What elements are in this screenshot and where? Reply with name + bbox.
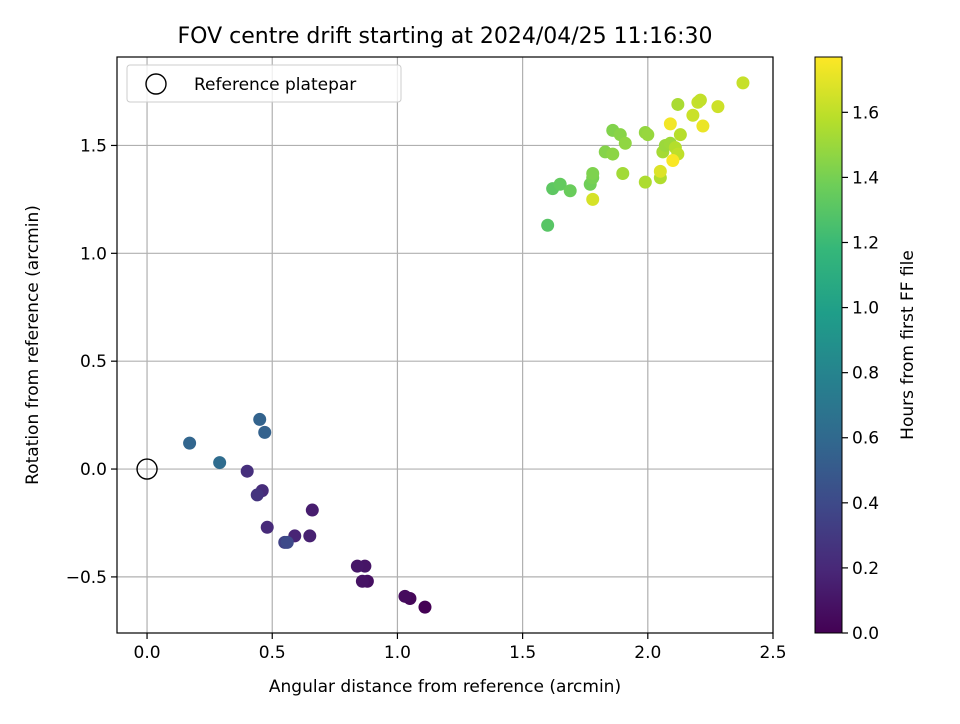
colorbar-tick-label: 0.2 xyxy=(852,559,879,579)
data-point xyxy=(418,600,432,614)
data-point xyxy=(638,175,652,189)
colorbar-tick-label: 0.4 xyxy=(852,494,879,514)
legend-box xyxy=(126,64,402,103)
y-tick-label: 1.0 xyxy=(80,244,107,264)
data-point xyxy=(673,128,687,142)
colorbar xyxy=(814,56,843,634)
data-point xyxy=(303,529,317,543)
colorbar-tick-label: 0.8 xyxy=(852,364,879,384)
colorbar-tick-label: 1.2 xyxy=(852,233,879,253)
data-point xyxy=(663,117,677,131)
colorbar-tick-label: 1.6 xyxy=(852,103,879,123)
data-point xyxy=(541,218,555,232)
data-point xyxy=(253,412,267,426)
data-point xyxy=(736,76,750,90)
x-tick-label: 2.0 xyxy=(634,643,661,663)
legend: Reference platepar xyxy=(126,64,402,103)
data-point xyxy=(606,147,620,161)
x-axis-label: Angular distance from reference (arcmin) xyxy=(269,677,621,697)
data-point xyxy=(398,589,412,603)
x-tick-label: 2.5 xyxy=(759,643,786,663)
y-tick-label: 0.0 xyxy=(80,460,107,480)
x-tick-label: 1.0 xyxy=(384,643,411,663)
colorbar-label: Hours from first FF file xyxy=(898,250,918,440)
colorbar-tick-label: 1.4 xyxy=(852,168,879,188)
x-tick-label: 1.5 xyxy=(509,643,536,663)
data-point xyxy=(305,503,319,517)
legend-open-circle-marker xyxy=(145,73,167,95)
data-point xyxy=(666,154,680,168)
y-tick-label: 0.5 xyxy=(80,352,107,372)
y-tick-label: 1.5 xyxy=(80,136,107,156)
data-point xyxy=(355,574,369,588)
data-point xyxy=(641,128,655,142)
data-point xyxy=(213,456,227,470)
legend-label: Reference platepar xyxy=(194,75,356,95)
data-point xyxy=(696,119,710,133)
x-tick-label: 0.5 xyxy=(259,643,286,663)
data-point xyxy=(693,93,707,107)
reference-platepar-marker xyxy=(136,458,158,480)
data-point xyxy=(586,166,600,180)
chart-title: FOV centre drift starting at 2024/04/25 … xyxy=(178,24,713,49)
data-point xyxy=(280,535,294,549)
colorbar-tick-label: 0.6 xyxy=(852,429,879,449)
data-point xyxy=(616,166,630,180)
y-axis-label: Rotation from reference (arcmin) xyxy=(23,205,43,485)
data-point xyxy=(553,177,567,191)
data-point xyxy=(258,425,272,439)
data-point xyxy=(563,184,577,198)
data-point xyxy=(618,136,632,150)
data-point xyxy=(671,97,685,111)
data-point xyxy=(350,559,364,573)
plot-frame xyxy=(116,56,774,634)
data-point xyxy=(250,488,264,502)
data-point xyxy=(240,464,254,478)
data-point xyxy=(260,520,274,534)
colorbar-tick-label: 1.0 xyxy=(852,299,879,319)
y-tick-label: −0.5 xyxy=(66,568,107,588)
data-point xyxy=(686,108,700,122)
data-point xyxy=(653,164,667,178)
data-point xyxy=(183,436,197,450)
data-point xyxy=(586,192,600,206)
colorbar-tick-label: 0.0 xyxy=(852,624,879,644)
data-point xyxy=(711,100,725,114)
x-tick-label: 0.0 xyxy=(134,643,161,663)
